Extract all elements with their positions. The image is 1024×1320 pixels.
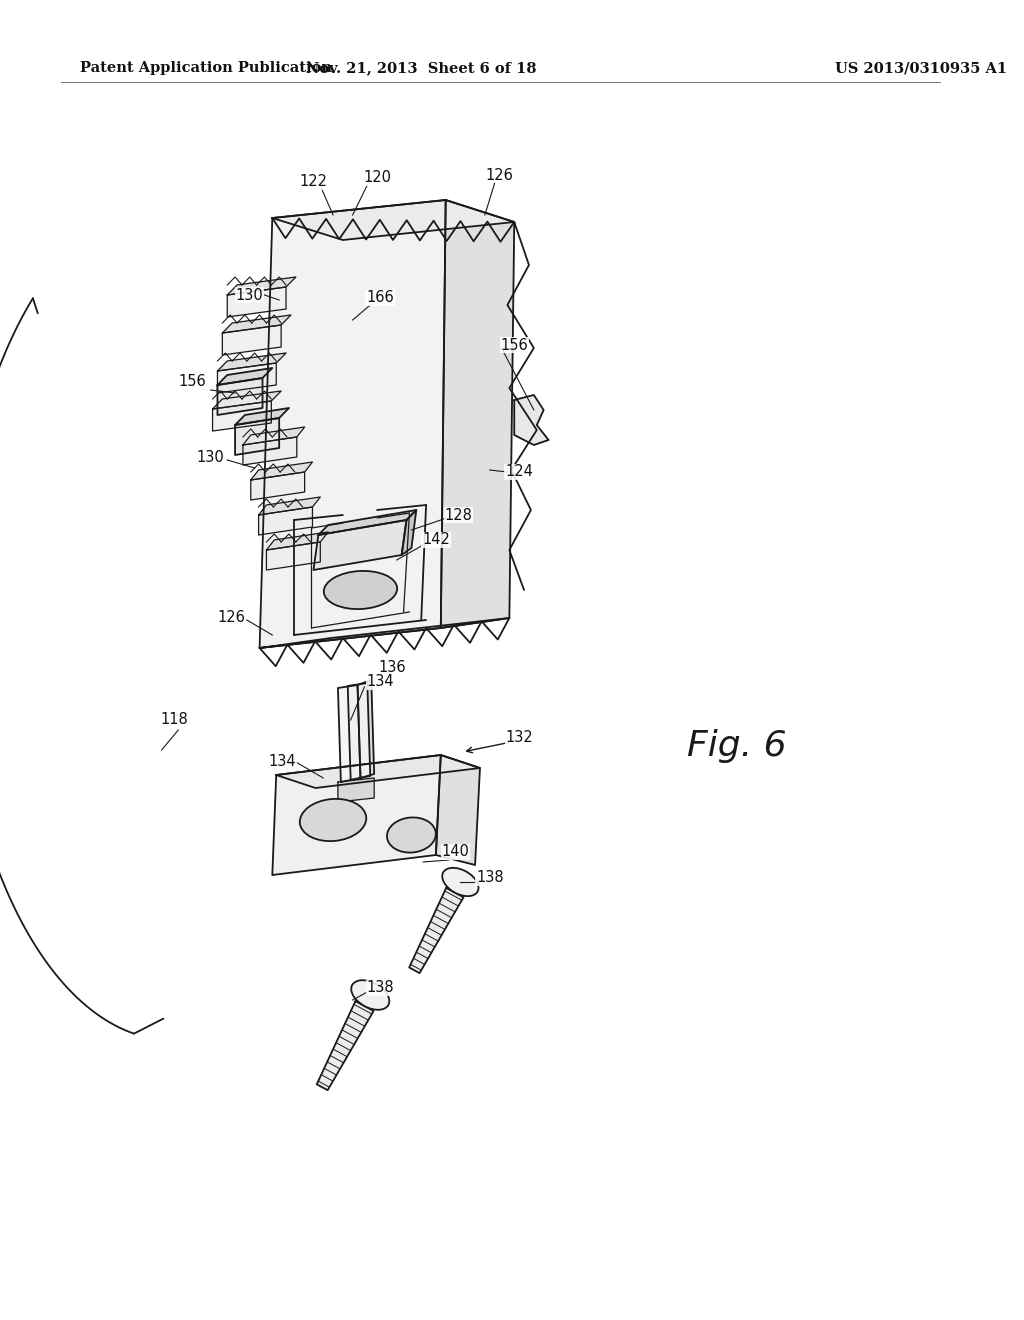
Polygon shape [259, 498, 321, 515]
Text: 128: 128 [444, 507, 472, 523]
Polygon shape [236, 418, 280, 455]
Polygon shape [251, 473, 304, 500]
Polygon shape [440, 201, 514, 628]
Polygon shape [266, 543, 321, 570]
Text: 166: 166 [367, 290, 394, 305]
Polygon shape [410, 888, 464, 973]
Text: 156: 156 [501, 338, 528, 352]
Polygon shape [259, 201, 445, 648]
Polygon shape [266, 532, 328, 550]
Polygon shape [213, 391, 282, 409]
Ellipse shape [442, 867, 478, 896]
Polygon shape [359, 983, 381, 1006]
Polygon shape [222, 325, 282, 355]
Polygon shape [222, 315, 291, 333]
Text: 120: 120 [364, 170, 391, 186]
Polygon shape [357, 680, 374, 777]
Ellipse shape [324, 572, 397, 609]
Polygon shape [401, 510, 417, 554]
Text: 140: 140 [441, 845, 469, 859]
Text: 126: 126 [217, 610, 245, 626]
Polygon shape [316, 1001, 374, 1090]
Polygon shape [276, 755, 480, 788]
Polygon shape [450, 871, 471, 892]
Text: 142: 142 [422, 532, 450, 548]
Text: 126: 126 [485, 168, 513, 182]
Polygon shape [217, 368, 272, 385]
Text: Fig. 6: Fig. 6 [687, 729, 786, 763]
Polygon shape [236, 408, 289, 425]
Text: 124: 124 [505, 465, 534, 479]
Polygon shape [514, 395, 549, 445]
Text: 130: 130 [236, 288, 263, 302]
Text: 118: 118 [161, 713, 188, 727]
Polygon shape [217, 352, 286, 371]
Text: 138: 138 [367, 981, 394, 995]
Ellipse shape [300, 799, 367, 841]
Text: 134: 134 [367, 675, 394, 689]
Polygon shape [272, 755, 440, 875]
Polygon shape [251, 462, 312, 480]
Polygon shape [348, 682, 371, 780]
Text: 138: 138 [476, 870, 504, 886]
Text: Patent Application Publication: Patent Application Publication [80, 61, 333, 75]
Text: 130: 130 [197, 450, 224, 466]
Polygon shape [227, 286, 286, 317]
Polygon shape [313, 520, 407, 570]
Text: 134: 134 [268, 755, 296, 770]
Text: 132: 132 [505, 730, 534, 746]
Polygon shape [217, 378, 262, 414]
Polygon shape [243, 437, 297, 465]
Polygon shape [213, 401, 271, 432]
Text: Nov. 21, 2013  Sheet 6 of 18: Nov. 21, 2013 Sheet 6 of 18 [306, 61, 537, 75]
Text: 156: 156 [178, 375, 206, 389]
Polygon shape [227, 277, 296, 294]
Text: 136: 136 [378, 660, 406, 676]
Polygon shape [217, 363, 276, 393]
Polygon shape [338, 777, 374, 803]
Text: US 2013/0310935 A1: US 2013/0310935 A1 [835, 61, 1007, 75]
Ellipse shape [351, 981, 389, 1010]
Polygon shape [338, 685, 360, 781]
Polygon shape [318, 510, 417, 535]
Polygon shape [243, 426, 304, 445]
Polygon shape [436, 755, 480, 865]
Text: 122: 122 [299, 174, 328, 190]
Polygon shape [259, 618, 509, 648]
Polygon shape [259, 507, 312, 535]
Ellipse shape [387, 817, 436, 853]
Polygon shape [272, 201, 514, 240]
